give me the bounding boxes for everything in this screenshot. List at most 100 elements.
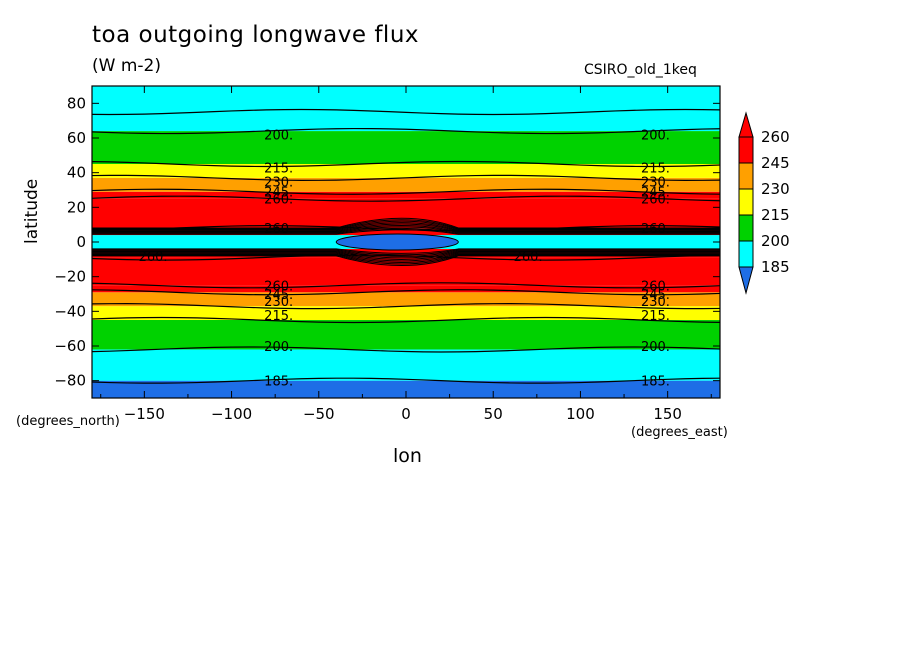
y-tick-label: −80 bbox=[54, 372, 86, 390]
x-tick-label: −100 bbox=[211, 405, 252, 423]
contour-label: 230. bbox=[264, 175, 293, 190]
contour-line bbox=[92, 226, 720, 234]
colorbar-segment bbox=[738, 188, 754, 216]
contour-line bbox=[92, 251, 720, 260]
colorbar-arrow-bottom bbox=[738, 266, 754, 295]
colorbar-segment bbox=[738, 240, 754, 268]
colorbar-label: 185 bbox=[761, 258, 790, 276]
contour-line bbox=[92, 282, 720, 289]
contour-line bbox=[92, 225, 720, 232]
flux-band bbox=[92, 257, 720, 286]
flux-band bbox=[92, 228, 720, 236]
contour-label: 260. bbox=[139, 250, 168, 265]
contour-label: 245. bbox=[641, 186, 670, 201]
contour-label: 245. bbox=[641, 288, 670, 303]
contour-line bbox=[92, 127, 720, 135]
contour-label: 200. bbox=[641, 340, 670, 355]
contour-line bbox=[92, 217, 720, 229]
flux-band bbox=[92, 177, 720, 192]
contour-label: 215. bbox=[641, 309, 670, 324]
y-tick-label: 20 bbox=[67, 198, 86, 216]
contour-label: 260. bbox=[641, 193, 670, 208]
contour-line bbox=[92, 253, 720, 263]
contour-line bbox=[92, 303, 720, 310]
x-axis-label: lon bbox=[393, 445, 422, 467]
x-tick-label: 150 bbox=[653, 405, 682, 423]
x-tick-label: −50 bbox=[303, 405, 335, 423]
colorbar-segment bbox=[738, 162, 754, 190]
contour-label: 185. bbox=[641, 375, 670, 390]
contour-label: 215. bbox=[264, 309, 293, 324]
contour-label: 245. bbox=[264, 288, 293, 303]
colorbar-label: 230 bbox=[761, 180, 790, 198]
contour-label: 230. bbox=[264, 295, 293, 310]
flux-band bbox=[92, 349, 720, 381]
contour-label: 260. bbox=[641, 222, 670, 237]
x-tick-label: −150 bbox=[124, 405, 165, 423]
contour-label: 215. bbox=[264, 161, 293, 176]
contour-line bbox=[92, 227, 720, 234]
x-units-label: (degrees_east) bbox=[631, 425, 728, 440]
contour-line bbox=[92, 160, 720, 168]
contour-line bbox=[92, 174, 720, 181]
contour-label: 260. bbox=[514, 250, 543, 265]
flux-band bbox=[92, 191, 720, 199]
flux-band bbox=[92, 112, 720, 132]
colorbar-segment bbox=[738, 136, 754, 164]
contour-line bbox=[92, 250, 720, 257]
colorbar-label: 245 bbox=[761, 154, 790, 172]
flux-band bbox=[92, 198, 720, 229]
model-label: CSIRO_old_1keq bbox=[584, 62, 697, 78]
flux-band bbox=[92, 320, 720, 350]
y-tick-label: −60 bbox=[54, 337, 86, 355]
contour-line bbox=[92, 377, 720, 384]
contour-label: 260. bbox=[264, 279, 293, 294]
contour-label: 200. bbox=[264, 129, 293, 144]
flux-band bbox=[92, 285, 720, 293]
y-tick-label: −40 bbox=[54, 302, 86, 320]
contour-label: 185. bbox=[264, 375, 293, 390]
y-tick-label: 40 bbox=[67, 164, 86, 182]
contour-line bbox=[92, 316, 720, 324]
flux-band bbox=[92, 164, 720, 178]
contour-line bbox=[92, 346, 720, 353]
colorbar-label: 200 bbox=[761, 232, 790, 250]
contour-label: 200. bbox=[264, 340, 293, 355]
flux-band bbox=[92, 292, 720, 307]
colorbar-arrow-top bbox=[738, 111, 754, 138]
contour-line bbox=[92, 251, 720, 259]
contour-label: 260. bbox=[264, 193, 293, 208]
contour-label: 200. bbox=[641, 129, 670, 144]
x-tick-label: 50 bbox=[484, 405, 503, 423]
contour-line bbox=[92, 254, 720, 265]
contour-line bbox=[92, 249, 720, 256]
colorbar-segment bbox=[738, 214, 754, 242]
contour-label: 230. bbox=[641, 175, 670, 190]
x-tick-label: 100 bbox=[566, 405, 595, 423]
contour-line bbox=[92, 108, 720, 116]
flux-band bbox=[92, 306, 720, 320]
colorbar-label: 215 bbox=[761, 206, 790, 224]
contour-line bbox=[92, 188, 720, 195]
x-tick-label: 0 bbox=[401, 405, 411, 423]
flux-band bbox=[92, 380, 720, 398]
contour-line bbox=[92, 289, 720, 296]
contour-line bbox=[92, 195, 720, 202]
equatorial-lens bbox=[335, 233, 459, 251]
chart-title: toa outgoing longwave flux bbox=[92, 22, 420, 48]
contour-label: 230. bbox=[641, 295, 670, 310]
contour-label: 260. bbox=[641, 279, 670, 294]
contour-label: 215. bbox=[641, 161, 670, 176]
y-units-label: (degrees_north) bbox=[16, 414, 120, 429]
contour-line bbox=[92, 248, 720, 254]
y-tick-label: 80 bbox=[67, 94, 86, 112]
y-tick-label: −20 bbox=[54, 268, 86, 286]
chart-units: (W m-2) bbox=[92, 56, 161, 76]
flux-band bbox=[92, 131, 720, 164]
contour-label: 260. bbox=[264, 222, 293, 237]
colorbar-label: 260 bbox=[761, 128, 790, 146]
contour-line bbox=[92, 222, 720, 231]
y-tick-label: 60 bbox=[67, 129, 86, 147]
y-tick-label: 0 bbox=[76, 233, 86, 251]
